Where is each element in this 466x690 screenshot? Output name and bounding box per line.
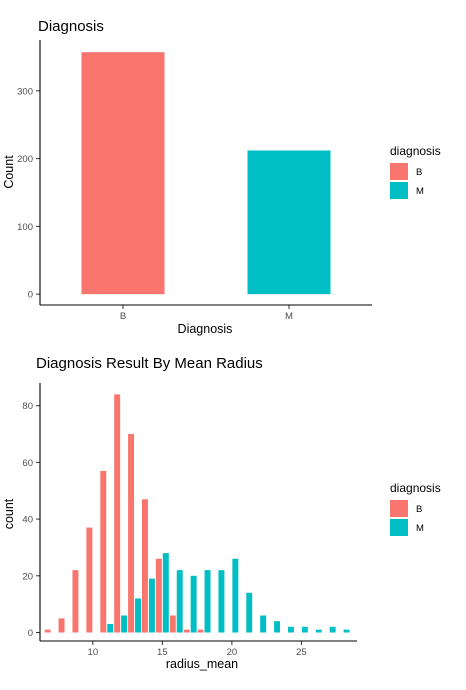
chart2-y-tick-label: 80 xyxy=(22,401,33,412)
chart2-bar-m xyxy=(162,553,169,633)
chart2-bar-b xyxy=(128,434,135,633)
chart1-legend-swatch-b xyxy=(390,163,408,180)
chart2-bar-b xyxy=(44,629,51,633)
chart2-bar-b xyxy=(141,499,148,633)
chart1-legend-title: diagnosis xyxy=(390,144,441,158)
chart2-bar-m xyxy=(246,592,253,633)
chart2-bar-m xyxy=(232,558,239,633)
chart1-legend: diagnosis B M xyxy=(390,144,441,199)
chart2-bar-m xyxy=(301,626,308,633)
chart2-bar-m xyxy=(190,575,197,633)
chart2-bars xyxy=(44,394,350,633)
chart1-legend-swatch-m xyxy=(390,182,408,199)
chart2-bar-m xyxy=(329,626,336,633)
chart2-x-tick-label: 15 xyxy=(157,647,168,658)
chart2-bar-b xyxy=(86,527,93,633)
chart2-bar-b xyxy=(58,618,65,633)
chart2-x-tick-label: 10 xyxy=(88,647,99,658)
chart1-x-tick-label: M xyxy=(285,311,293,322)
chart1-title: Diagnosis xyxy=(38,18,104,35)
chart2-bar-m xyxy=(107,623,114,633)
chart1-y-tick-label: 200 xyxy=(17,154,33,165)
chart1-y-tick-label: 100 xyxy=(17,222,33,233)
chart2-bar-b xyxy=(114,394,121,633)
chart1-bar-b xyxy=(81,52,165,295)
chart2-legend-swatch-m xyxy=(390,519,408,536)
chart2-legend-label-b: B xyxy=(416,504,422,515)
chart2-bar-b xyxy=(100,470,107,633)
chart2-legend-label-m: M xyxy=(416,523,424,534)
chart2-x-axis-label: radius_mean xyxy=(166,657,238,671)
chart2-bar-m xyxy=(274,621,281,633)
chart2-bar-m xyxy=(176,570,183,633)
chart2-bar-m xyxy=(135,598,141,633)
chart2-y-tick-label: 60 xyxy=(22,458,33,469)
chart2-x-tick-label: 20 xyxy=(227,647,238,658)
chart1-axes: B M 0 100 200 300 xyxy=(17,40,372,322)
chart1-y-axis-label: Count xyxy=(2,155,16,189)
chart1-legend-label-b: B xyxy=(416,167,422,178)
chart2-bar-b xyxy=(155,558,162,633)
chart1-bar-m xyxy=(247,150,331,295)
chart2-legend-swatch-b xyxy=(390,500,408,517)
chart2-bar-m xyxy=(287,626,294,633)
chart2-bar-m xyxy=(315,629,322,633)
chart2-bar-m xyxy=(260,615,267,633)
chart2-bar-m xyxy=(148,578,155,633)
chart2-axes: 10 15 20 25 0 20 40 60 80 xyxy=(22,383,357,658)
chart1-x-tick-label: B xyxy=(120,311,126,322)
chart2-bar-m xyxy=(121,615,128,633)
chart2-y-tick-label: 0 xyxy=(28,628,33,639)
chart2-bar-b xyxy=(183,629,190,633)
chart1-y-tick-label: 0 xyxy=(28,290,33,301)
chart2-legend: diagnosis B M xyxy=(390,481,441,536)
chart1-legend-label-m: M xyxy=(416,186,424,197)
chart1-y-tick-label: 300 xyxy=(17,86,33,97)
chart2-title: Diagnosis Result By Mean Radius xyxy=(36,355,263,372)
chart2-y-tick-label: 20 xyxy=(22,571,33,582)
radius-mean-histogram: Diagnosis Result By Mean Radius 10 15 20 25… xyxy=(2,355,441,671)
chart2-bar-b xyxy=(197,629,204,633)
chart2-bar-m xyxy=(218,570,225,633)
chart1-x-axis-label: Diagnosis xyxy=(178,322,233,336)
chart2-bar-b xyxy=(169,615,176,633)
chart2-legend-title: diagnosis xyxy=(390,481,441,495)
chart2-x-tick-label: 25 xyxy=(296,647,307,658)
chart2-bar-m xyxy=(204,570,211,633)
chart2-y-tick-label: 40 xyxy=(22,515,33,526)
chart2-bar-b xyxy=(72,570,79,633)
chart2-bar-m xyxy=(343,629,350,633)
chart2-y-axis-label: count xyxy=(2,498,16,529)
chart1-bars xyxy=(81,52,331,295)
